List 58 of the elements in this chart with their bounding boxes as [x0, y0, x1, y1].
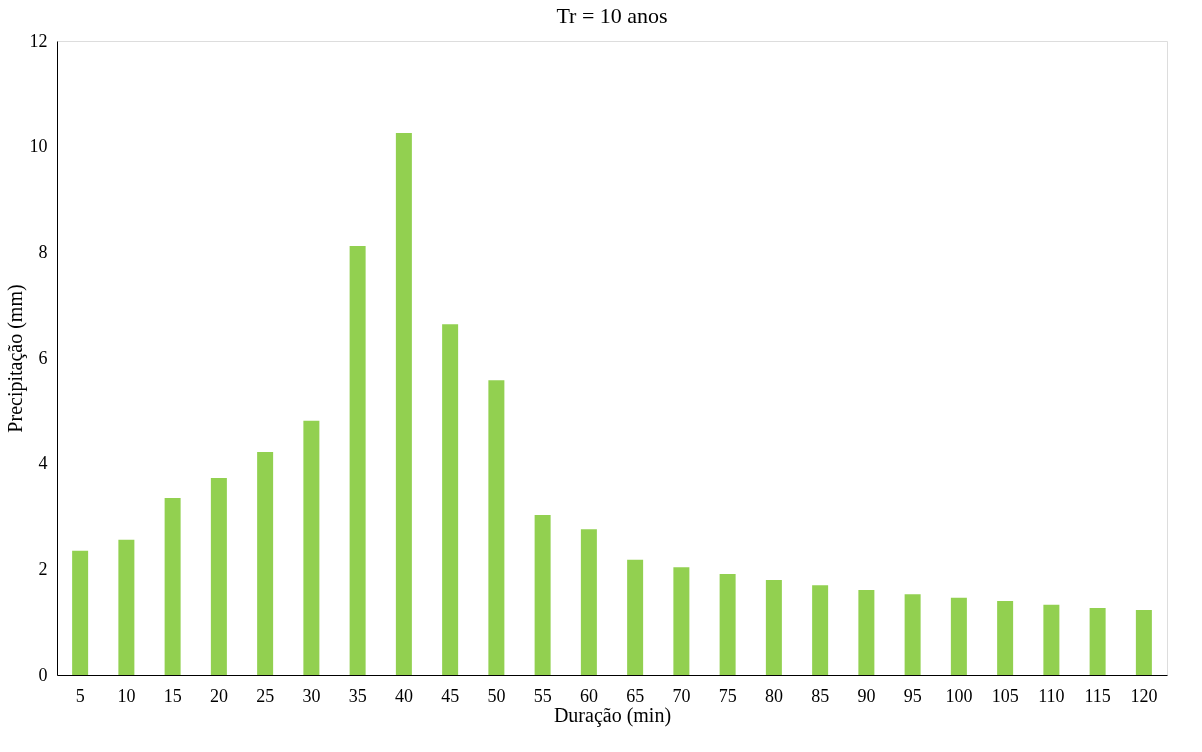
bar — [1135, 610, 1152, 675]
chart-title: Tr = 10 anos — [556, 3, 668, 28]
bar — [673, 567, 690, 675]
x-tick-label: 75 — [718, 685, 737, 706]
bar — [580, 529, 597, 675]
bar — [257, 452, 274, 675]
bar — [395, 132, 412, 675]
x-tick-label: 95 — [903, 685, 922, 706]
x-tick-label: 115 — [1084, 685, 1111, 706]
x-tick-label: 25 — [256, 685, 275, 706]
y-tick-label: 0 — [38, 664, 48, 685]
x-tick-label: 65 — [626, 685, 645, 706]
x-tick-label: 30 — [302, 685, 321, 706]
x-tick-label: 15 — [163, 685, 182, 706]
x-tick-label: 55 — [533, 685, 552, 706]
y-tick-label: 12 — [29, 30, 48, 51]
bar — [72, 550, 89, 675]
bar — [303, 420, 320, 675]
bar — [1089, 607, 1106, 675]
x-tick-label: 110 — [1038, 685, 1065, 706]
x-tick-label: 100 — [945, 685, 973, 706]
x-tick-label: 20 — [209, 685, 228, 706]
y-axis-title: Precipitação (mm) — [3, 284, 27, 433]
bar — [534, 514, 551, 675]
bar — [349, 245, 366, 675]
y-tick-label: 8 — [38, 241, 48, 262]
x-axis-title: Duração (min) — [553, 703, 672, 727]
bar — [950, 597, 967, 675]
bar — [118, 539, 135, 675]
x-tick-label: 105 — [991, 685, 1019, 706]
x-tick-label: 50 — [487, 685, 506, 706]
x-tick-label: 85 — [811, 685, 830, 706]
bar — [812, 585, 829, 675]
x-tick-label: 70 — [672, 685, 691, 706]
y-tick-label: 10 — [29, 136, 48, 157]
x-tick-label: 40 — [394, 685, 413, 706]
x-tick-label: 80 — [764, 685, 783, 706]
bar — [442, 324, 459, 675]
y-tick-label: 6 — [38, 347, 48, 368]
bar — [904, 594, 921, 675]
x-tick-label: 90 — [857, 685, 876, 706]
y-tick-label: 2 — [38, 558, 48, 579]
bar — [719, 574, 736, 675]
bar — [1043, 604, 1060, 675]
y-tick-label: 4 — [38, 453, 48, 474]
bar — [210, 477, 227, 675]
x-tick-label: 5 — [75, 685, 85, 706]
bar — [627, 559, 644, 675]
x-tick-label: 10 — [117, 685, 136, 706]
bar — [488, 380, 505, 675]
x-tick-label: 60 — [579, 685, 598, 706]
bar — [858, 589, 875, 675]
bar — [164, 498, 181, 675]
x-tick-label: 120 — [1130, 685, 1158, 706]
bar — [997, 601, 1014, 675]
bar — [765, 579, 782, 675]
x-tick-label: 35 — [348, 685, 367, 706]
x-tick-label: 45 — [441, 685, 460, 706]
